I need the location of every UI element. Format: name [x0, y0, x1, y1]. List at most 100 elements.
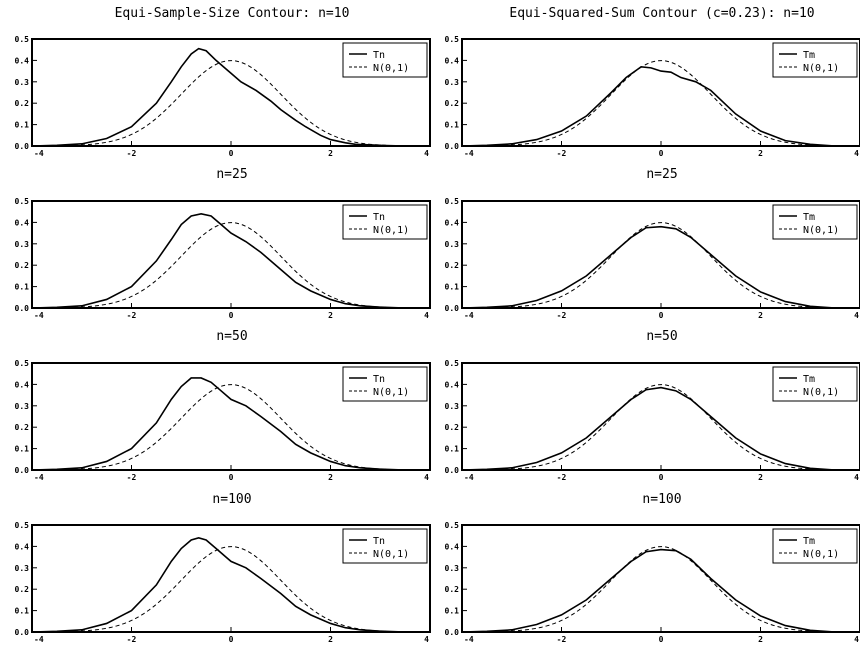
legend: Tn N(0,1)	[342, 366, 428, 402]
y-tick-label: 0.0	[445, 304, 460, 313]
x-tick-label: 2	[758, 311, 763, 320]
y-tick-label: 0.0	[445, 142, 460, 151]
legend-box	[772, 528, 858, 564]
y-tick-label: 0.2	[15, 585, 30, 594]
y-tick-label: 0.2	[15, 423, 30, 432]
series-line-empirical	[31, 377, 406, 471]
x-tick-label: 0	[229, 311, 234, 320]
legend-label: N(0,1)	[373, 225, 409, 236]
legend-label: N(0,1)	[373, 387, 409, 398]
x-tick-label: 0	[659, 635, 664, 644]
y-tick-label: 0.4	[445, 380, 460, 389]
chart-panel-8: n=100 0.0 0.1 0.2 0.3 0.4 0.5 -4 -2 0 2 4 Tm N(0,1)	[445, 492, 860, 644]
y-tick-label: 0.5	[15, 359, 30, 368]
chart-panel-5: n=50 0.0 0.1 0.2 0.3 0.4 0.5 -4 -2 0 2 4 Tn N(0,1)	[15, 329, 431, 482]
x-tick-label: 2	[328, 149, 333, 158]
y-tick-label: 0.5	[445, 35, 460, 44]
legend: Tn N(0,1)	[342, 204, 428, 240]
y-tick-label: 0.0	[15, 304, 30, 313]
y-tick-label: 0.3	[445, 78, 460, 87]
x-tick-label: -4	[464, 635, 474, 644]
x-tick-label: 0	[229, 149, 234, 158]
legend: Tn N(0,1)	[342, 42, 428, 78]
series-line-normal	[462, 546, 860, 633]
y-tick-label: 0.1	[15, 283, 30, 292]
x-tick-label: 2	[758, 635, 763, 644]
y-tick-label: 0.2	[445, 261, 460, 270]
y-tick-label: 0.2	[445, 99, 460, 108]
chart-title: n=50	[216, 329, 247, 344]
x-tick-label: 0	[659, 149, 664, 158]
chart-panel-3: n=25 0.0 0.1 0.2 0.3 0.4 0.5 -4 -2 0 2 4 Tn N(0,1)	[15, 167, 431, 320]
y-tick-label: 0.0	[15, 142, 30, 151]
legend-label: N(0,1)	[803, 63, 839, 74]
chart-panel-4: n=25 0.0 0.1 0.2 0.3 0.4 0.5 -4 -2 0 2 4 Tm N(0,1)	[445, 167, 860, 320]
y-tick-label: 0.0	[445, 466, 460, 475]
legend-label: Tn	[373, 374, 385, 385]
x-tick-label: -4	[34, 473, 44, 482]
series-line-normal	[462, 384, 860, 471]
x-tick-label: -2	[127, 311, 137, 320]
legend-label: Tm	[803, 536, 815, 547]
legend: Tm N(0,1)	[772, 204, 858, 240]
chart-panel-6: n=50 0.0 0.1 0.2 0.3 0.4 0.5 -4 -2 0 2 4 Tm N(0,1)	[445, 329, 860, 482]
x-tick-label: -4	[464, 311, 474, 320]
y-tick-label: 0.1	[15, 445, 30, 454]
y-tick-label: 0.3	[445, 240, 460, 249]
legend-label: Tm	[803, 50, 815, 61]
chart-panel-7: n=100 0.0 0.1 0.2 0.3 0.4 0.5 -4 -2 0 2 4 Tn N(0,1)	[15, 492, 431, 644]
y-tick-label: 0.1	[445, 445, 460, 454]
y-tick-label: 0.2	[445, 423, 460, 432]
legend-box	[772, 366, 858, 402]
chart-title: Equi-Sample-Size Contour: n=10	[115, 6, 350, 21]
series-line-empirical	[461, 225, 836, 309]
chart-title: n=25	[646, 167, 677, 182]
y-tick-label: 0.5	[15, 197, 30, 206]
series-line-normal	[32, 546, 430, 633]
chart-title: Equi-Squared-Sum Contour (c=0.23): n=10	[509, 6, 814, 21]
x-tick-label: -2	[127, 149, 137, 158]
y-tick-label: 0.4	[15, 380, 30, 389]
y-tick-label: 0.4	[445, 542, 460, 551]
legend-label: Tm	[803, 212, 815, 223]
x-tick-label: 4	[424, 473, 429, 482]
series-line-normal	[32, 384, 430, 471]
x-tick-label: -2	[557, 311, 567, 320]
y-tick-label: 0.5	[15, 35, 30, 44]
y-tick-label: 0.0	[445, 628, 460, 637]
y-tick-label: 0.4	[445, 56, 460, 65]
x-tick-label: 0	[229, 635, 234, 644]
chart-title: n=50	[646, 329, 677, 344]
y-tick-label: 0.0	[15, 628, 30, 637]
x-tick-label: 2	[758, 473, 763, 482]
x-tick-label: 4	[854, 149, 859, 158]
legend: Tm N(0,1)	[772, 366, 858, 402]
legend: Tm N(0,1)	[772, 528, 858, 564]
legend-label: N(0,1)	[803, 387, 839, 398]
legend-label: Tm	[803, 374, 815, 385]
chart-panel-2: Equi-Squared-Sum Contour (c=0.23): n=10 0…	[445, 6, 860, 158]
y-tick-label: 0.3	[15, 78, 30, 87]
x-tick-label: -2	[127, 473, 137, 482]
y-tick-label: 0.4	[15, 56, 30, 65]
y-tick-label: 0.1	[445, 607, 460, 616]
x-tick-label: -2	[557, 149, 567, 158]
x-tick-label: -2	[127, 635, 137, 644]
x-tick-label: 4	[424, 635, 429, 644]
y-tick-label: 0.1	[15, 121, 30, 130]
legend-label: Tn	[373, 212, 385, 223]
chart-title: n=100	[642, 492, 681, 507]
y-tick-label: 0.0	[15, 466, 30, 475]
x-tick-label: 2	[758, 149, 763, 158]
legend-box	[342, 366, 428, 402]
y-tick-label: 0.4	[15, 542, 30, 551]
series-line-normal	[462, 60, 860, 147]
series-line-empirical	[31, 213, 406, 309]
series-line-normal	[32, 222, 430, 309]
x-tick-label: 2	[328, 635, 333, 644]
chart-title: n=25	[216, 167, 247, 182]
x-tick-label: 0	[659, 473, 664, 482]
y-tick-label: 0.1	[445, 121, 460, 130]
x-tick-label: -2	[557, 635, 567, 644]
